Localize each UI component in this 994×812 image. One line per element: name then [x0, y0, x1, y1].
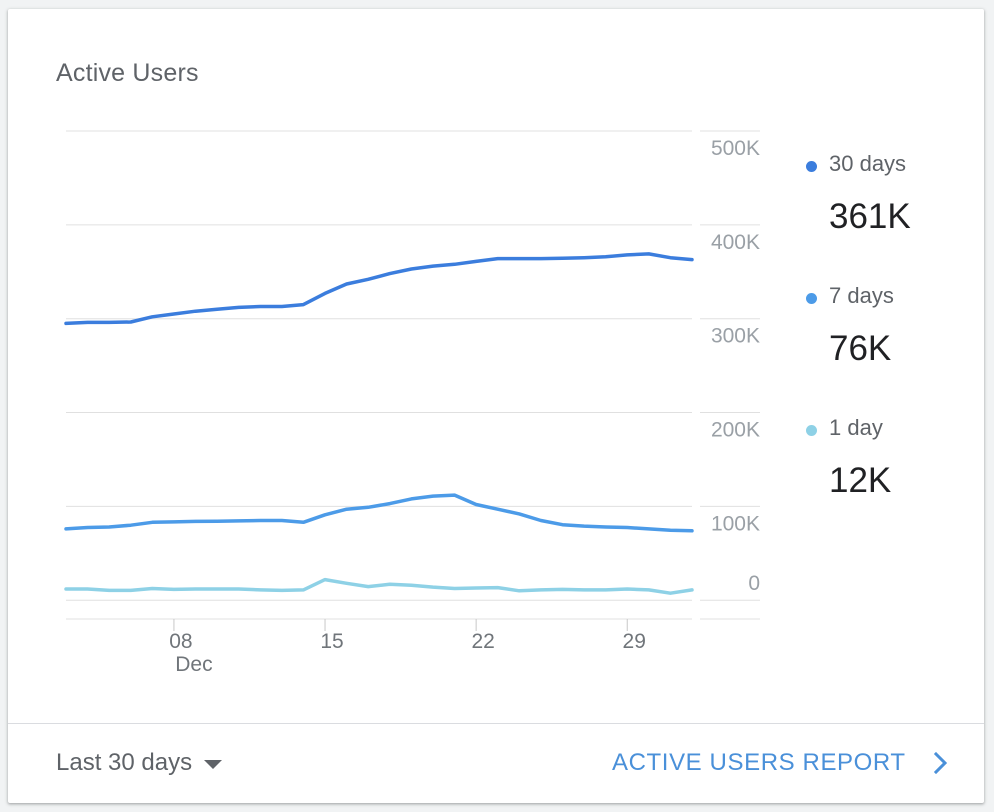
y-tick-label: 300K	[711, 325, 760, 348]
date-range-label: Last 30 days	[56, 749, 193, 776]
plot-gap	[692, 127, 700, 623]
chevron-right-icon	[933, 752, 948, 774]
caret-down-icon	[204, 759, 223, 769]
y-tick-label: 200K	[711, 419, 760, 442]
chart-series	[64, 252, 694, 595]
legend-label: 1 day	[829, 415, 883, 440]
footer-divider	[8, 723, 984, 724]
legend-dot-icon	[806, 161, 817, 172]
y-tick-label: 100K	[711, 512, 760, 535]
chart-gridlines	[66, 127, 760, 623]
chart-y-axis: 0 100K 200K 300K 400K 500K	[711, 137, 760, 595]
series-line-1-day	[64, 577, 694, 595]
active-users-card: Active Users 0 100K 200K 300K 400K 500K 08 Dec…	[8, 9, 984, 803]
legend-value: 12K	[829, 461, 892, 500]
legend-dot-icon	[806, 293, 817, 304]
active-users-report-link[interactable]: ACTIVE USERS REPORT	[604, 741, 956, 785]
date-range-dropdown[interactable]: Last 30 days	[48, 741, 230, 785]
legend-label: 30 days	[829, 151, 907, 176]
legend-item-7-days: 7 days 76K	[806, 281, 976, 391]
card-title: Active Users	[56, 59, 199, 87]
legend-value: 361K	[829, 197, 911, 236]
y-tick-label: 500K	[711, 137, 760, 160]
legend-dot-icon	[806, 425, 817, 436]
series-line-30-days	[64, 252, 694, 326]
legend-value: 76K	[829, 329, 892, 368]
y-tick-label: 0	[748, 572, 760, 595]
report-link-label: ACTIVE USERS REPORT	[612, 749, 906, 776]
series-line-7-days	[64, 493, 694, 533]
x-tick-label: 15	[320, 630, 343, 653]
legend-item-1-day: 1 day 12K	[806, 413, 976, 523]
legend-label: 7 days	[829, 283, 894, 308]
x-tick-label: 22	[471, 630, 494, 653]
x-tick-label: 08	[169, 630, 192, 653]
y-tick-label: 400K	[711, 231, 760, 254]
x-tick-label: 29	[623, 630, 646, 653]
x-tick-sublabel: Dec	[175, 653, 212, 676]
legend-item-30-days: 30 days 361K	[806, 149, 976, 259]
